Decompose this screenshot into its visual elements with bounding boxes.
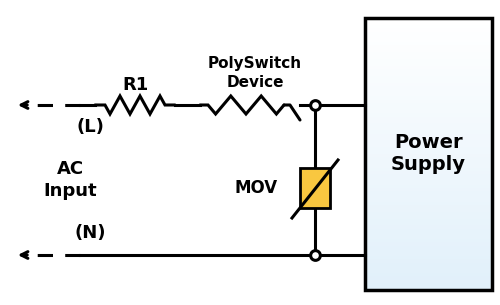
Bar (365, 124, 492, 127)
Bar (365, 235, 492, 239)
Bar (365, 154, 492, 158)
Bar (365, 266, 492, 270)
Bar (365, 52, 492, 56)
Bar (365, 110, 492, 114)
Bar (365, 164, 492, 168)
Bar (365, 130, 492, 134)
Bar (365, 56, 492, 59)
Bar (365, 103, 492, 107)
Bar (365, 246, 492, 250)
Bar (365, 127, 492, 131)
Bar (365, 134, 492, 138)
Bar (365, 28, 492, 32)
Bar (365, 249, 492, 253)
Bar (365, 113, 492, 117)
Bar (365, 32, 492, 35)
Bar (365, 45, 492, 49)
Bar (365, 168, 492, 171)
Bar (365, 144, 492, 148)
Bar (365, 192, 492, 195)
Bar (365, 222, 492, 226)
Bar (365, 140, 492, 144)
Bar (365, 276, 492, 280)
Bar (365, 185, 492, 188)
Bar (365, 270, 492, 274)
Bar (365, 202, 492, 206)
Bar (365, 208, 492, 212)
Bar (365, 83, 492, 87)
Bar (365, 205, 492, 209)
Bar (365, 35, 492, 39)
Bar (365, 178, 492, 182)
Bar (365, 232, 492, 236)
Bar (365, 215, 492, 219)
Bar (365, 120, 492, 124)
Bar (365, 273, 492, 277)
Bar (365, 86, 492, 90)
Bar (365, 253, 492, 257)
Bar (365, 18, 492, 22)
Bar (365, 259, 492, 263)
Bar (365, 72, 492, 76)
Bar (365, 219, 492, 223)
Text: R1: R1 (122, 76, 148, 94)
Bar (365, 106, 492, 110)
Bar (365, 229, 492, 233)
Text: MOV: MOV (235, 179, 278, 197)
Bar (300, 168, 330, 208)
Bar (365, 181, 492, 185)
Bar (365, 161, 492, 165)
Bar (365, 256, 492, 260)
Bar (365, 242, 492, 246)
Bar (365, 59, 492, 63)
Bar (365, 174, 492, 178)
Bar (365, 69, 492, 73)
Bar (365, 171, 492, 175)
Bar (365, 79, 492, 83)
Bar (365, 89, 492, 93)
Bar (365, 25, 492, 29)
Bar (365, 263, 492, 267)
Text: (L): (L) (76, 118, 104, 136)
Bar (365, 188, 492, 192)
Text: AC
Input: AC Input (43, 160, 97, 200)
Text: PolySwitch
Device: PolySwitch Device (208, 56, 302, 90)
Bar (365, 42, 492, 46)
Bar (365, 137, 492, 141)
Bar (365, 287, 492, 290)
Bar (365, 93, 492, 97)
Bar (365, 147, 492, 151)
Bar (365, 96, 492, 100)
Bar (365, 283, 492, 287)
Bar (365, 62, 492, 66)
Bar (365, 48, 492, 52)
Bar (365, 157, 492, 161)
Bar (365, 76, 492, 80)
Text: (N): (N) (74, 224, 106, 242)
Bar (365, 100, 492, 103)
Bar (365, 18, 492, 290)
Bar (365, 195, 492, 199)
Bar (365, 280, 492, 284)
Bar (365, 66, 492, 70)
Bar (365, 198, 492, 202)
Bar (365, 38, 492, 42)
Bar (365, 239, 492, 243)
Bar (365, 212, 492, 216)
Bar (365, 225, 492, 229)
Bar (365, 117, 492, 120)
Text: Power
Supply: Power Supply (391, 134, 466, 174)
Bar (365, 151, 492, 155)
Bar (365, 21, 492, 25)
